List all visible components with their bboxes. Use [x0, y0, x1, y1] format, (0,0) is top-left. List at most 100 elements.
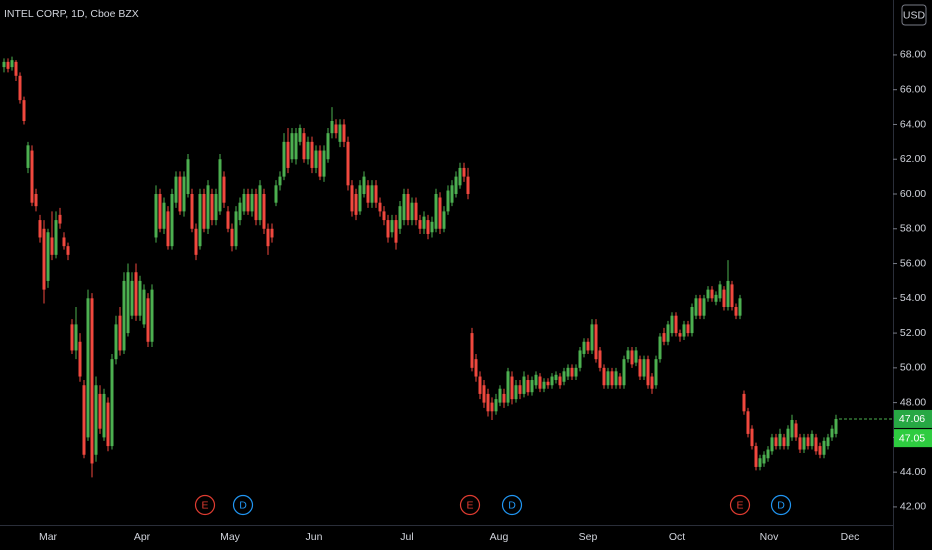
- candle-body: [506, 371, 510, 403]
- candle-body: [534, 374, 538, 386]
- candle-body: [282, 141, 286, 177]
- candle-body: [358, 185, 362, 212]
- candle-body: [702, 298, 706, 316]
- y-tick-label: 54.00: [900, 292, 926, 304]
- candle-body: [738, 298, 742, 316]
- candle-body: [494, 399, 498, 412]
- candle-body: [670, 315, 674, 334]
- candle-body: [826, 437, 830, 447]
- y-tick-label: 62.00: [900, 153, 926, 165]
- candle-body: [810, 433, 814, 447]
- currency[interactable]: USD: [903, 9, 926, 21]
- candle-body: [58, 214, 62, 224]
- event-label[interactable]: D: [239, 499, 247, 511]
- y-tick-label: 68.00: [900, 49, 926, 61]
- currency-box[interactable]: [901, 4, 927, 26]
- candle-body: [482, 385, 486, 403]
- price-label: 47.05: [899, 432, 925, 444]
- candle-body: [74, 324, 78, 351]
- x-tick-label: Dec: [841, 531, 860, 543]
- candle-body: [290, 133, 294, 160]
- x-tick-label: Nov: [760, 531, 779, 543]
- candle-body: [710, 289, 714, 299]
- candle-body: [398, 206, 402, 229]
- event-marker[interactable]: [770, 494, 792, 516]
- candle-body: [298, 127, 302, 142]
- candle-body: [802, 437, 806, 450]
- candle-body: [822, 440, 826, 455]
- candle-body: [230, 228, 234, 247]
- candle-body: [790, 420, 794, 438]
- candle-body: [330, 120, 334, 134]
- y-tick-label: 44.00: [900, 466, 926, 478]
- x-tick-label: May: [220, 531, 241, 543]
- candle-body: [714, 294, 718, 302]
- candle-body: [430, 221, 434, 233]
- y-tick-label: 52.00: [900, 327, 926, 339]
- y-tick-label: 42.00: [900, 501, 926, 513]
- candle-body: [818, 446, 822, 455]
- candle-body: [90, 298, 94, 464]
- event-marker[interactable]: [232, 494, 254, 516]
- chart-title: INTEL CORP, 1D, Cboe BZX: [4, 8, 139, 20]
- candle-body: [518, 385, 522, 394]
- candle-body: [658, 336, 662, 360]
- candle-body: [190, 194, 194, 229]
- candle-body: [594, 324, 598, 360]
- event-label[interactable]: E: [201, 499, 208, 511]
- x-tick-label: Sep: [579, 531, 598, 543]
- candle-body: [646, 359, 650, 386]
- candle-body: [806, 437, 810, 447]
- event-label[interactable]: D: [508, 499, 516, 511]
- candle-body: [42, 228, 46, 290]
- candle-body: [502, 393, 506, 403]
- candle-body: [766, 449, 770, 459]
- candle-body: [526, 380, 530, 393]
- event-marker[interactable]: [194, 494, 216, 516]
- candle-body: [490, 402, 494, 412]
- candle-body: [46, 232, 50, 281]
- candle-body: [14, 61, 18, 76]
- candle-body: [626, 350, 630, 360]
- event-marker[interactable]: [459, 494, 481, 516]
- event-marker[interactable]: [501, 494, 523, 516]
- candle-body: [262, 194, 266, 229]
- event-label[interactable]: E: [736, 499, 743, 511]
- candle-body: [562, 371, 566, 382]
- candle-body: [234, 211, 238, 247]
- candle-body: [98, 393, 102, 429]
- candle-body: [338, 124, 342, 142]
- candle-body: [310, 141, 314, 168]
- candle-body: [530, 380, 534, 393]
- candle-body: [118, 315, 122, 351]
- candle-body: [218, 159, 222, 212]
- candle-body: [730, 284, 734, 308]
- event-label[interactable]: D: [777, 499, 785, 511]
- candle-body: [434, 194, 438, 229]
- candle-body: [138, 280, 142, 316]
- candle-body: [686, 324, 690, 334]
- candle-body: [314, 150, 318, 168]
- candle-body: [342, 124, 346, 142]
- candle-body: [146, 298, 150, 342]
- candle-body: [186, 159, 190, 195]
- y-tick-label: 66.00: [900, 83, 926, 95]
- candle-body: [402, 194, 406, 221]
- candle-body: [210, 194, 214, 221]
- candle-body: [82, 385, 86, 455]
- event-label[interactable]: E: [466, 499, 473, 511]
- candle-body: [578, 350, 582, 368]
- candle-body: [830, 428, 834, 438]
- candle-body: [38, 220, 42, 238]
- candle-body: [478, 376, 482, 394]
- candle-body: [386, 220, 390, 238]
- event-marker[interactable]: [729, 494, 751, 516]
- candle-body: [266, 228, 270, 247]
- candle-body: [242, 194, 246, 212]
- candle-body: [758, 458, 762, 467]
- candle-body: [466, 176, 470, 195]
- candle-body: [602, 367, 606, 386]
- candle-body: [674, 315, 678, 334]
